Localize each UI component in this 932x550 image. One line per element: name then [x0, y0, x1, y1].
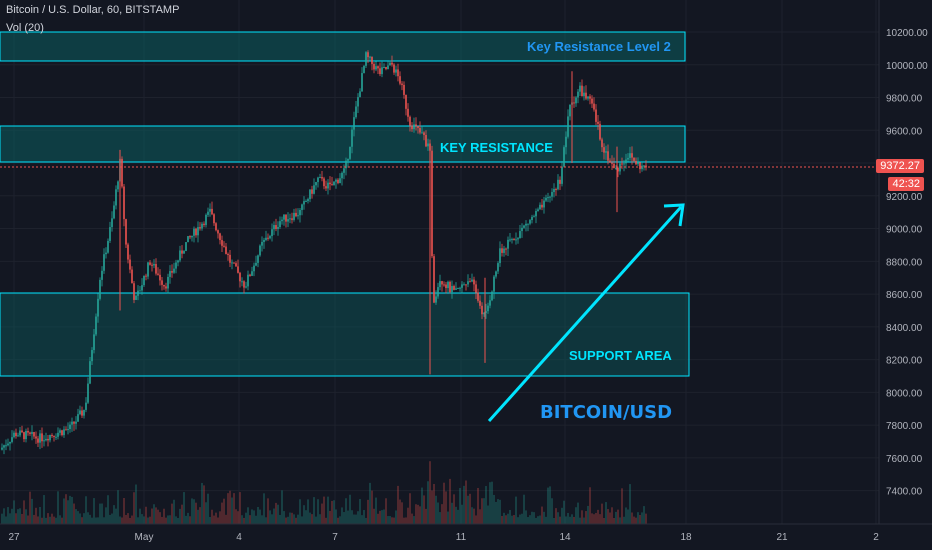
- time-tick-label: 27: [8, 532, 20, 543]
- price-tick-label: 9800.00: [886, 94, 923, 105]
- price-tick-label: 8600.00: [886, 290, 923, 301]
- price-tick-label: 8400.00: [886, 323, 923, 334]
- time-axis[interactable]: 27 May 4 7 11 14 18 21 2: [8, 532, 879, 543]
- price-tick-label: 9600.00: [886, 126, 923, 137]
- price-tick-label: 8800.00: [886, 257, 923, 268]
- countdown-badge: 42:32: [888, 177, 924, 191]
- time-tick-label: 7: [332, 532, 338, 543]
- pair-label: BITCOIN/USD: [540, 402, 672, 423]
- chart-grid: [0, 0, 879, 524]
- volume-indicator-label[interactable]: Vol (20): [6, 22, 44, 34]
- volume-bars: [1, 461, 647, 524]
- price-tick-label: 7400.00: [886, 487, 923, 498]
- trend-arrow[interactable]: [487, 203, 685, 423]
- time-tick-label: 4: [236, 532, 242, 543]
- price-tick-label: 9200.00: [886, 192, 923, 203]
- price-tick-label: 7600.00: [886, 454, 923, 465]
- price-axis[interactable]: 10200.0010000.009800.009600.009400.00920…: [886, 28, 928, 498]
- support-area-label: SUPPORT AREA: [569, 348, 672, 363]
- symbol-title[interactable]: Bitcoin / U.S. Dollar, 60, BITSTAMP: [6, 4, 180, 16]
- time-tick-label: 18: [680, 532, 692, 543]
- key-resistance-2-label: Key Resistance Level 2: [527, 39, 671, 54]
- key-resistance-2-zone[interactable]: [0, 31, 686, 62]
- key-resistance-label: KEY RESISTANCE: [440, 140, 553, 155]
- candlestick-series: [1, 50, 647, 455]
- price-tick-label: 10200.00: [886, 28, 928, 39]
- price-tick-label: 8200.00: [886, 356, 923, 367]
- time-tick-label: May: [135, 532, 154, 543]
- time-tick-label: 2: [873, 532, 879, 543]
- price-tick-label: 9000.00: [886, 225, 923, 236]
- price-tick-label: 7800.00: [886, 421, 923, 432]
- key-resistance-zone[interactable]: [0, 125, 686, 163]
- last-price-badge: 9372.27: [876, 159, 924, 173]
- price-tick-label: 10000.00: [886, 61, 928, 72]
- price-tick-label: 8000.00: [886, 388, 923, 399]
- time-tick-label: 21: [776, 532, 788, 543]
- support-area-zone[interactable]: [0, 292, 690, 377]
- time-tick-label: 14: [559, 532, 571, 543]
- time-tick-label: 11: [456, 532, 467, 543]
